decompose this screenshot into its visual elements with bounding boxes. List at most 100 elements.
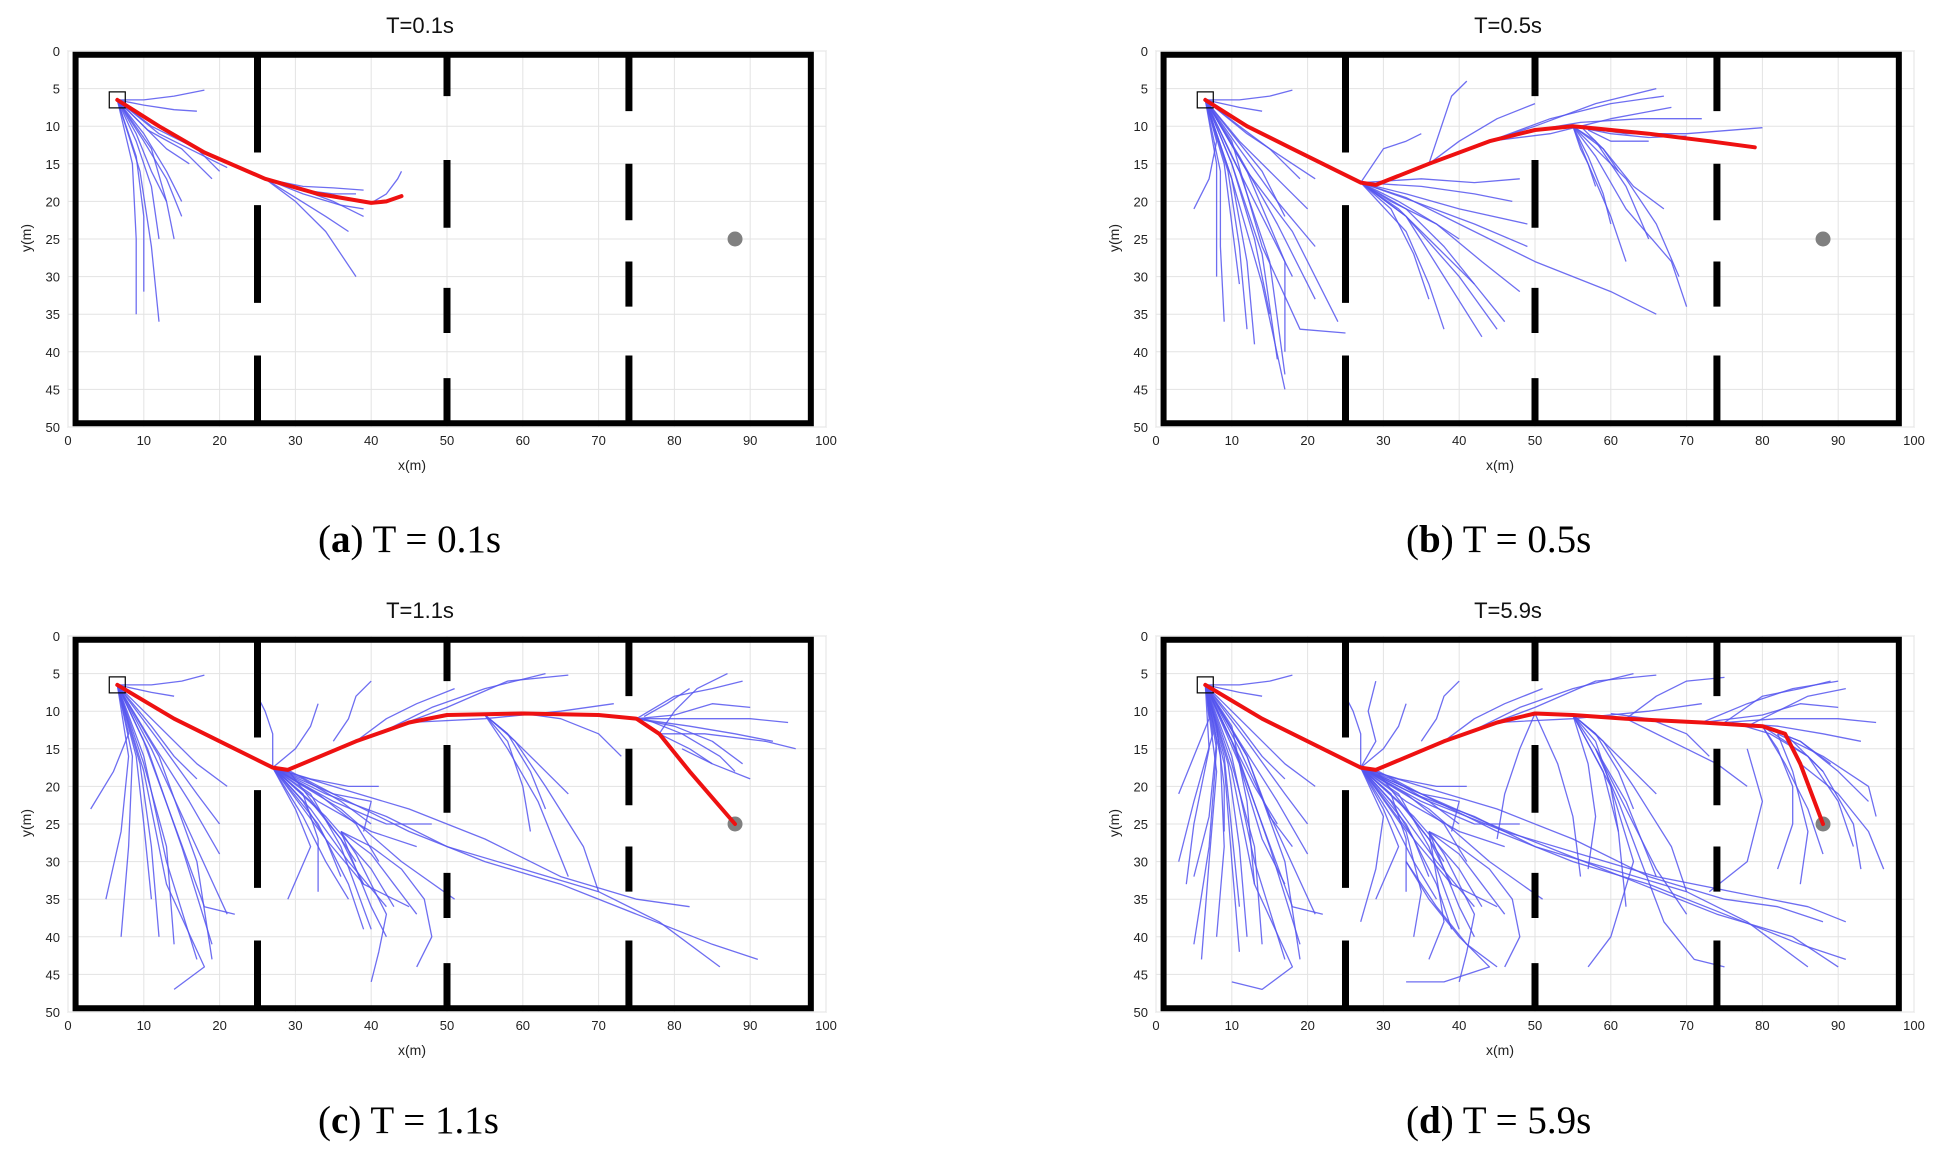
- x-tick-label: 70: [591, 433, 605, 448]
- y-tick-label: 20: [1134, 779, 1148, 794]
- tree-branch: [1572, 125, 1680, 277]
- y-tick-label: 35: [46, 892, 60, 907]
- x-tick-label: 70: [1679, 433, 1693, 448]
- tree-branch: [1204, 99, 1309, 210]
- tree-branch: [1360, 766, 1824, 923]
- tree-branch: [1572, 714, 1657, 795]
- y-tick-label: 35: [1134, 892, 1148, 907]
- tree-branch: [272, 767, 387, 908]
- tree-branch: [1185, 684, 1210, 885]
- tree-branch: [272, 767, 721, 968]
- tree-branch: [386, 672, 546, 731]
- y-tick-label: 45: [1134, 967, 1148, 982]
- x-axis-label: x(m): [398, 457, 426, 473]
- caption-text: T = 0.5s: [1462, 518, 1592, 561]
- tree-branch: [116, 684, 160, 937]
- x-tick-label: 30: [288, 1018, 302, 1033]
- chart-title: T=5.9s: [1474, 598, 1542, 623]
- tree-branch: [1799, 763, 1885, 870]
- tree-branch: [1204, 684, 1286, 885]
- y-tick-label: 5: [1141, 82, 1148, 97]
- y-tick-label: 50: [1134, 420, 1148, 435]
- chart-panel-b: T=0.5s 0 10 20 30 40 50 60 70 80 90 100 0 5 10 15 20 25 3…: [1106, 13, 1925, 473]
- tree-branch: [105, 684, 130, 900]
- tree-branch: [117, 674, 205, 686]
- x-axis-label: x(m): [1486, 1042, 1514, 1058]
- x-tick-label: 90: [1831, 433, 1845, 448]
- tree-branch: [272, 767, 417, 848]
- tree-branch: [340, 830, 418, 915]
- tree-branch: [1200, 684, 1218, 960]
- tree-branch: [264, 178, 364, 210]
- tree-branch: [484, 714, 532, 832]
- y-tick-label: 0: [1141, 44, 1148, 59]
- tree-branch: [117, 99, 197, 112]
- tree-branch: [681, 748, 751, 780]
- tree-branch: [1360, 767, 1498, 908]
- y-tick-label: 30: [1134, 855, 1148, 870]
- tree-branch: [116, 99, 168, 202]
- x-tick-label: 40: [364, 1018, 378, 1033]
- x-tick-label: 10: [1225, 433, 1239, 448]
- tree-branch: [1360, 767, 1809, 968]
- tree-branch: [1360, 767, 1475, 908]
- tree-branch: [1708, 748, 1764, 893]
- y-tick-label: 15: [1134, 742, 1148, 757]
- tree-branch: [1360, 767, 1839, 968]
- tree-branch: [1204, 684, 1294, 991]
- y-tick-label: 40: [1134, 930, 1148, 945]
- chart-title: T=1.1s: [386, 598, 454, 623]
- y-tick-label: 30: [1134, 270, 1148, 285]
- tree-branch: [1761, 725, 1794, 870]
- x-tick-label: 40: [1452, 433, 1466, 448]
- tree-branch: [1428, 830, 1506, 915]
- tree-branch: [116, 684, 213, 960]
- x-tick-label: 0: [1152, 1018, 1159, 1033]
- tree-branch: [643, 688, 690, 718]
- y-tick-label: 20: [46, 194, 60, 209]
- y-tick-label: 5: [1141, 667, 1148, 682]
- tree-branch: [116, 684, 198, 960]
- tree-branch: [272, 767, 312, 900]
- tree-branch: [1625, 718, 1748, 787]
- tree-branch: [256, 695, 274, 768]
- tree-branch: [1496, 713, 1536, 840]
- tree-branch: [1428, 830, 1521, 968]
- y-tick-label: 40: [46, 930, 60, 945]
- tree-branch: [116, 684, 153, 900]
- caption-letter: a: [331, 518, 351, 561]
- tree-branch: [287, 769, 372, 832]
- x-tick-label: 80: [1755, 1018, 1769, 1033]
- tree-branch: [658, 733, 713, 765]
- tree-branch: [1572, 125, 1627, 262]
- tree-branch: [1428, 831, 1445, 960]
- y-axis-label: y(m): [18, 224, 34, 252]
- tree-branch: [1420, 680, 1460, 742]
- tree-branch: [340, 830, 433, 968]
- caption-text: T = 0.1s: [372, 518, 502, 561]
- tree-branch: [1443, 687, 1543, 742]
- tree-branch: [1534, 713, 1582, 877]
- caption-text: T = 1.1s: [370, 1099, 499, 1142]
- boundary-wall: [1160, 51, 1902, 427]
- plot-area: 0 10 20 30 40 50 60 70 80 90 100 0 5 10 15 20 25 30 35 40 45…: [46, 629, 837, 1033]
- x-tick-label: 80: [1755, 433, 1769, 448]
- tree-branch: [1587, 129, 1649, 142]
- tree-branch: [117, 684, 175, 697]
- tree-branch: [1204, 684, 1225, 832]
- tree-branch: [264, 178, 357, 277]
- x-tick-label: 20: [1300, 433, 1314, 448]
- tree-branch: [1204, 99, 1278, 360]
- tree-branch: [1360, 767, 1438, 900]
- tree-branch: [1572, 125, 1665, 210]
- tree-branch: [1360, 767, 1422, 937]
- y-tick-label: 35: [46, 307, 60, 322]
- tree-branch: [1204, 684, 1286, 960]
- x-tick-label: 70: [1679, 1018, 1693, 1033]
- y-tick-label: 45: [1134, 382, 1148, 397]
- planned-path: [1203, 97, 1757, 187]
- tree-branch: [1204, 684, 1241, 952]
- chart-panel-d: T=5.9s 0 10 20 30 40 50 60 70 80 90 100 0 5 10 15 20 25 3…: [1106, 598, 1925, 1058]
- tree-branch: [1724, 680, 1831, 724]
- tree-branch: [636, 703, 751, 720]
